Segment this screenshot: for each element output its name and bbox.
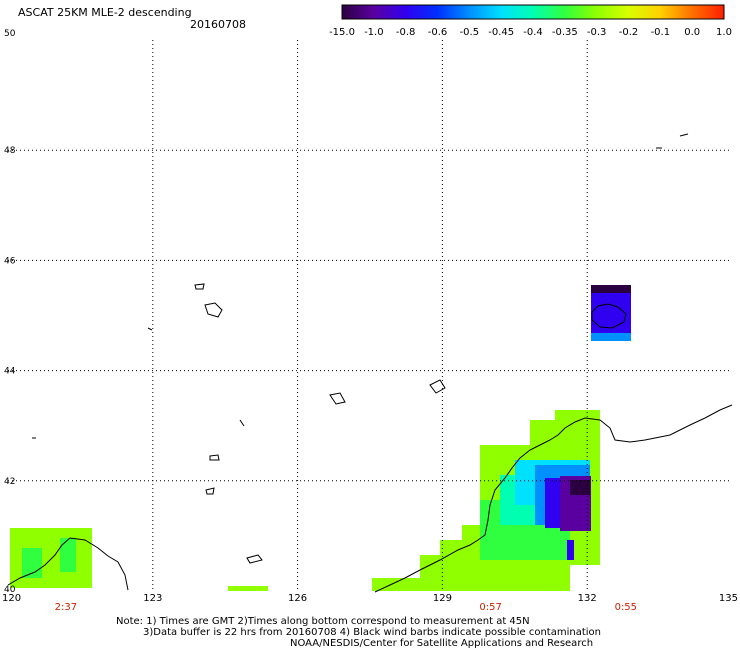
lake-5 xyxy=(246,554,263,564)
colorbar-tick-label: -0.45 xyxy=(488,27,514,38)
coastline-island-east xyxy=(591,303,627,329)
time-labels: 2:37 0:57 0:55 xyxy=(55,602,637,613)
lon-tick-label: 126 xyxy=(288,593,307,604)
lake-4 xyxy=(429,379,446,394)
note-line-2: 3)Data buffer is 22 hrs from 20160708 4)… xyxy=(143,627,601,638)
islet-3 xyxy=(147,327,153,331)
coastline xyxy=(7,133,733,593)
lat-tick-label: 42 xyxy=(4,477,15,487)
lon-tick-label: 120 xyxy=(2,593,21,604)
lon-tick-label: 129 xyxy=(433,593,452,604)
lake-2 xyxy=(194,283,205,290)
colorbar-tick-label: -0.3 xyxy=(587,27,607,38)
coastline-liaodong xyxy=(7,537,129,591)
swath-cells xyxy=(10,285,631,591)
note-line-1: Note: 1) Times are GMT 2)Times along bot… xyxy=(116,616,530,627)
colorbar-tick-label: -0.35 xyxy=(552,27,578,38)
note-line-3: NOAA/NESDIS/Center for Satellite Applica… xyxy=(290,638,594,649)
colorbar-gradient xyxy=(341,4,725,20)
map-title: ASCAT 25KM MLE-2 descending xyxy=(18,6,192,19)
lake-3 xyxy=(329,392,346,405)
lat-tick-label: 46 xyxy=(4,256,16,266)
lat-tick-label: 48 xyxy=(4,146,16,156)
colorbar-tick-label: -0.1 xyxy=(651,27,671,38)
colorbar-tick-label: -0.6 xyxy=(428,27,448,38)
axis-labels: 120 123 126 129 132 135 40 42 44 46 48 50 xyxy=(2,29,738,604)
pass-time-label: 0:57 xyxy=(479,602,501,613)
lake-7 xyxy=(209,454,220,461)
coastline-korea-russia xyxy=(374,404,733,593)
map-date: 20160708 xyxy=(190,18,246,31)
lat-tick-label: 50 xyxy=(4,29,16,39)
lake-1 xyxy=(204,302,223,318)
colorbar-tick-label: -0.5 xyxy=(460,27,480,38)
lon-tick-label: 135 xyxy=(719,593,738,604)
swath-block xyxy=(570,480,590,495)
swath-block xyxy=(60,538,76,572)
pass-time-label: 0:55 xyxy=(615,602,637,613)
colorbar-tick-label: 1.0 xyxy=(716,27,732,38)
colorbar-tick-label: -0.2 xyxy=(619,27,639,38)
islet-2 xyxy=(679,133,689,137)
swath-block xyxy=(567,540,574,560)
pass-time-label: 2:37 xyxy=(55,602,77,613)
colorbar-tick-label: -1.0 xyxy=(364,27,384,38)
swath-block xyxy=(555,410,600,430)
lon-tick-label: 123 xyxy=(143,593,162,604)
lat-lon-grid xyxy=(8,40,732,591)
color-scale-bar: -15.0 -1.0 -0.8 -0.6 -0.5 -0.45 -0.4 -0.35 -0.3 -… xyxy=(329,4,732,38)
lon-tick-label: 132 xyxy=(578,593,597,604)
swath-block xyxy=(591,333,631,341)
lake-6 xyxy=(205,487,215,495)
swath-block xyxy=(462,525,482,545)
colorbar-tick-label: -0.8 xyxy=(396,27,416,38)
colorbar-tick-label: -0.4 xyxy=(523,27,543,38)
colorbar-tick-label: -15.0 xyxy=(329,27,355,38)
colorbar-tick-label: 0.0 xyxy=(684,27,700,38)
lat-tick-label: 40 xyxy=(4,585,16,595)
lat-tick-label: 44 xyxy=(4,367,16,377)
islet-5 xyxy=(239,419,245,427)
swath-block xyxy=(228,586,268,591)
swath-block xyxy=(591,285,631,293)
